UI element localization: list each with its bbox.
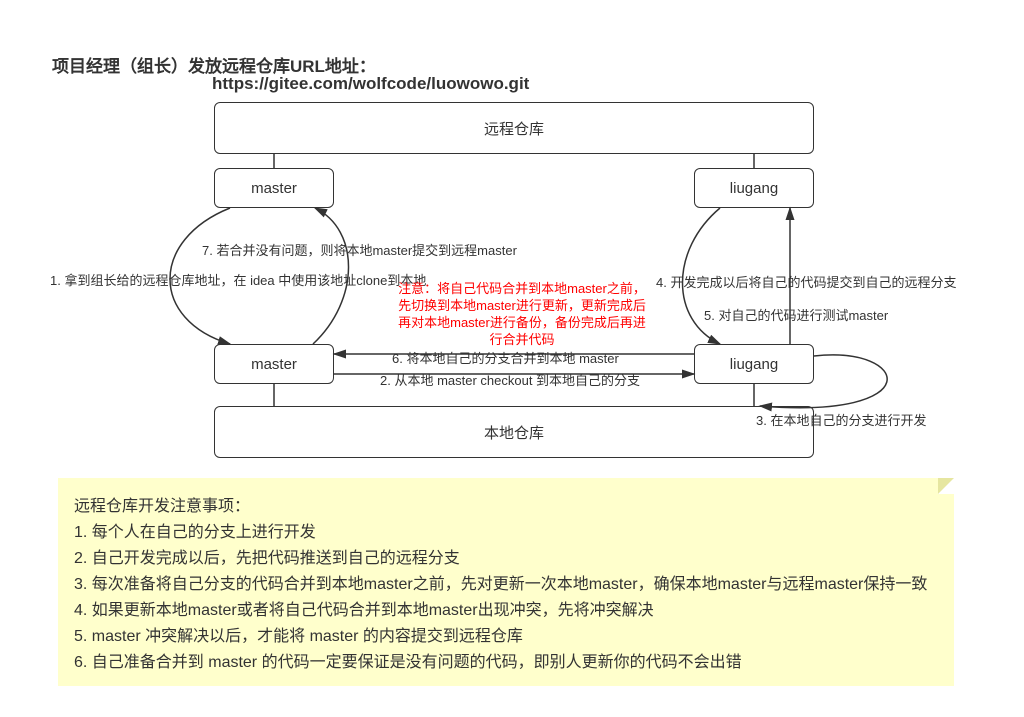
notes-fold-icon: [938, 478, 954, 494]
step2-label: 2. 从本地 master checkout 到本地自己的分支: [380, 370, 640, 389]
step1-label: 1. 拿到组长给的远程仓库地址，在 idea 中使用该地址clone到本地: [50, 270, 426, 289]
notes-box: 远程仓库开发注意事项： 1. 每个人在自己的分支上进行开发 2. 自己开发完成以…: [58, 478, 954, 686]
notes-item: 3. 每次准备将自己分支的代码合并到本地master之前，先对更新一次本地mas…: [74, 570, 938, 594]
repo-url: https://gitee.com/wolfcode/luowowo.git: [212, 74, 529, 94]
local-liugang-box: liugang: [694, 344, 814, 384]
remote-repo-box: 远程仓库: [214, 102, 814, 154]
step5-label: 5. 对自己的代码进行测试master: [704, 305, 888, 324]
notes-item: 6. 自己准备合并到 master 的代码一定要保证是没有问题的代码，即别人更新…: [74, 648, 938, 672]
notes-title: 远程仓库开发注意事项：: [74, 492, 938, 516]
local-master-box: master: [214, 344, 334, 384]
notes-item: 1. 每个人在自己的分支上进行开发: [74, 518, 938, 542]
diagram-canvas: 项目经理（组长）发放远程仓库URL地址： https://gitee.com/w…: [0, 0, 1024, 717]
step3-label: 3. 在本地自己的分支进行开发: [756, 410, 926, 429]
notes-item: 4. 如果更新本地master或者将自己代码合并到本地master出现冲突，先将…: [74, 596, 938, 620]
step6-label: 6. 将本地自己的分支合并到本地 master: [392, 348, 619, 367]
step7-label: 7. 若合并没有问题，则将本地master提交到远程master: [202, 240, 517, 259]
remote-master-box: master: [214, 168, 334, 208]
notes-item: 5. master 冲突解决以后，才能将 master 的内容提交到远程仓库: [74, 622, 938, 646]
local-repo-box: 本地仓库: [214, 406, 814, 458]
notes-item: 2. 自己开发完成以后，先把代码推送到自己的远程分支: [74, 544, 938, 568]
warn-label: 注意：将自己代码合并到本地master之前，先切换到本地master进行更新，更…: [397, 281, 647, 349]
remote-liugang-box: liugang: [694, 168, 814, 208]
step4-label: 4. 开发完成以后将自己的代码提交到自己的远程分支: [656, 272, 956, 291]
